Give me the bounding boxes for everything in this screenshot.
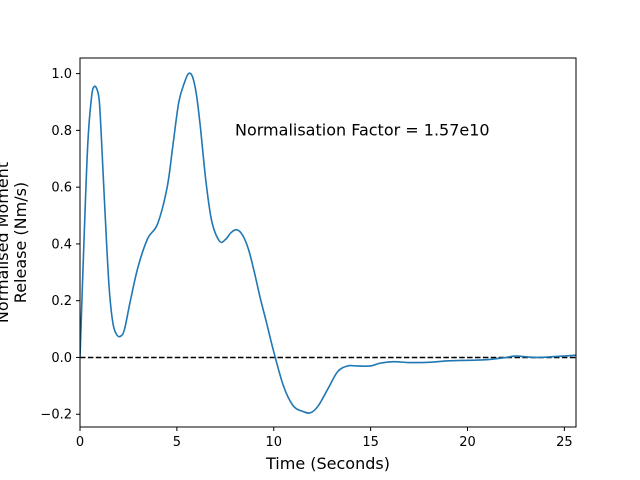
series-line-0 (80, 72, 576, 414)
x-axis-ticks: 0 5 10 15 20 25 (76, 427, 573, 450)
y-axis-label-line-1: Normalised Moment (0, 162, 12, 323)
y-axis-label: Normalised Moment Release (Nm/s) (0, 162, 30, 323)
plot-area (79, 57, 577, 428)
x-tick-label: 10 (265, 435, 282, 450)
x-axis-label: Time (Seconds) (265, 454, 390, 473)
y-axis-label-line-2: Release (Nm/s) (11, 182, 30, 303)
normalisation-annotation: Normalisation Factor = 1.57e10 (235, 120, 490, 139)
y-axis-ticks: −0.2 0.0 0.2 0.4 0.6 0.8 1.0 (40, 67, 80, 423)
y-tick-label: −0.2 (40, 408, 72, 423)
y-tick-label: 0.4 (51, 237, 72, 252)
y-tick-label: 0.2 (51, 294, 72, 309)
y-tick-label: 1.0 (51, 67, 72, 82)
x-tick-label: 5 (173, 435, 181, 450)
plot-frame (79, 57, 577, 428)
x-tick-label: 20 (459, 435, 476, 450)
x-tick-label: 0 (76, 435, 84, 450)
y-tick-label: 0.8 (51, 124, 72, 139)
y-tick-label: 0.0 (51, 351, 72, 366)
x-tick-label: 25 (556, 435, 573, 450)
x-tick-label: 15 (362, 435, 379, 450)
y-tick-label: 0.6 (51, 181, 72, 196)
